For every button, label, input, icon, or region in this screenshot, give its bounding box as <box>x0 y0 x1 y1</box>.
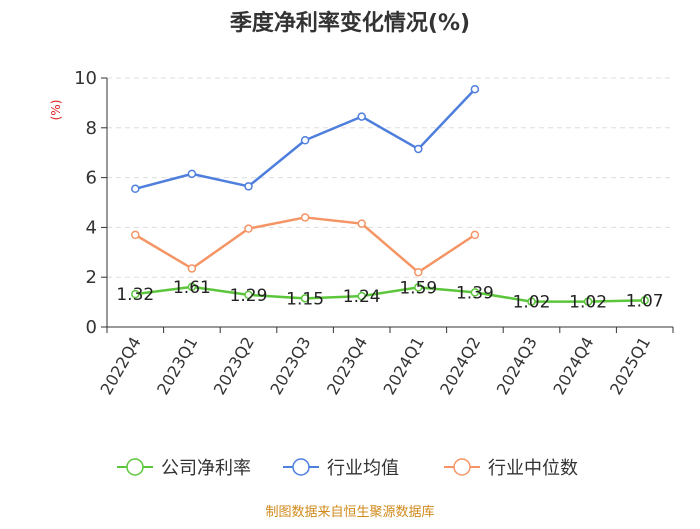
series-point <box>187 282 197 292</box>
legend-label: 行业中位数 <box>488 458 578 479</box>
series-point <box>300 213 310 222</box>
series-point <box>414 267 423 277</box>
series-point <box>244 182 253 191</box>
legend-label: 行业均值 <box>327 458 399 479</box>
series-point <box>470 288 480 297</box>
series-point <box>414 283 423 292</box>
x-tick-label: 2023Q2 <box>210 334 258 398</box>
series-point <box>470 230 480 240</box>
series-point <box>583 297 593 306</box>
series-point <box>244 224 253 233</box>
data-source-note: 制图数据来自恒生聚源数据库 <box>265 504 434 520</box>
series-point <box>414 144 423 154</box>
y-tick-label: 10 <box>74 68 97 89</box>
legend-label: 公司净利率 <box>161 458 251 479</box>
x-tick-label: 2024Q3 <box>493 334 541 398</box>
data-label: 1.02 <box>513 293 551 313</box>
series-point <box>187 264 197 273</box>
series-point <box>357 112 366 121</box>
chart-title: 季度净利率变化情况(%) <box>230 10 470 36</box>
x-tick-label: 2024Q1 <box>380 334 428 398</box>
data-label: 1.29 <box>230 286 268 306</box>
data-label: 1.61 <box>173 278 211 298</box>
data-label: 1.24 <box>343 287 381 307</box>
data-label: 1.39 <box>456 283 494 303</box>
series-point <box>640 296 649 305</box>
series-point <box>131 230 140 240</box>
y-tick-label: 8 <box>86 118 97 139</box>
series-layer <box>131 84 649 306</box>
y-tick-label: 6 <box>86 168 97 189</box>
legend-marker <box>126 458 144 476</box>
data-label: 1.59 <box>399 278 437 298</box>
legend: 公司净利率 行业均值 行业中位数 <box>117 458 578 479</box>
legend-marker <box>292 458 310 476</box>
series-point <box>527 297 536 306</box>
x-tick-label: 2024Q4 <box>549 334 597 398</box>
data-label: 1.07 <box>626 291 664 311</box>
y-tick-label: 4 <box>86 217 97 238</box>
x-tick-label: 2024Q2 <box>436 334 484 398</box>
y-axis-unit: (%) <box>49 100 63 121</box>
x-tick-label: 2023Q3 <box>266 334 314 398</box>
series-point <box>357 219 366 228</box>
x-tick-label: 2023Q1 <box>153 334 201 398</box>
grid-layer <box>107 77 673 278</box>
legend-marker <box>453 458 471 476</box>
data-label: 1.02 <box>569 293 607 313</box>
data-label: 1.15 <box>286 289 324 309</box>
series-point <box>244 290 253 300</box>
data-label: 1.32 <box>116 285 154 305</box>
y-tick-label: 0 <box>86 317 97 338</box>
x-tick-label: 2025Q1 <box>606 334 654 398</box>
series-line <box>135 285 645 303</box>
series-line <box>134 216 476 274</box>
series-point <box>470 84 480 94</box>
series-point <box>131 289 140 299</box>
x-tick-label: 2023Q4 <box>323 334 371 398</box>
series-point <box>300 294 310 303</box>
series-point <box>300 136 310 145</box>
data-label-layer: 1.32 1.61 1.29 1.15 1.24 1.59 1.39 1.02 1.02 1.07 <box>116 278 663 313</box>
x-tick-label: 2022Q4 <box>97 334 145 398</box>
series-point <box>131 184 140 194</box>
series-point <box>187 169 197 179</box>
y-tick-label: 2 <box>86 267 97 288</box>
series-point <box>357 291 366 301</box>
